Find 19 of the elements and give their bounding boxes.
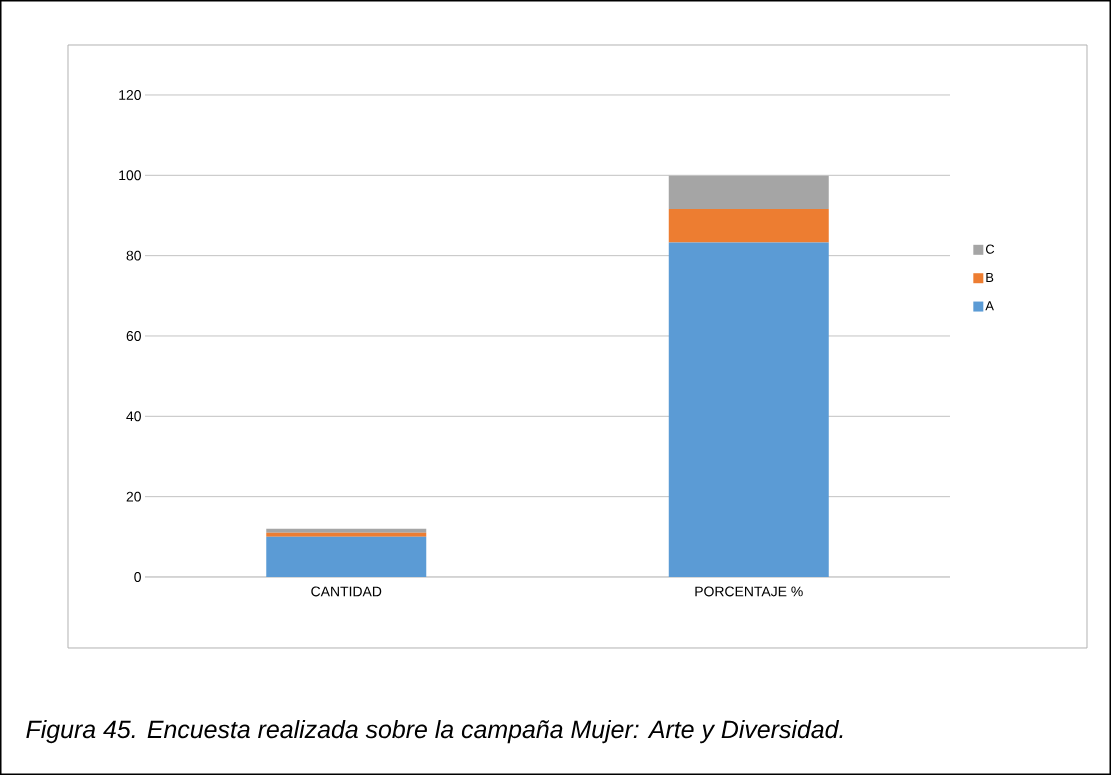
y-tick-label: 20 <box>126 491 141 502</box>
y-tick-label: 60 <box>126 331 141 341</box>
y-tick-label: 0 <box>134 572 141 582</box>
x-tick-label: PORCENTAJE % <box>695 586 803 597</box>
bar <box>266 532 427 537</box>
bar <box>668 209 829 243</box>
bar <box>668 242 829 577</box>
legend-label: B <box>986 273 994 282</box>
legend-label: C <box>985 244 995 254</box>
legend-label: A <box>985 301 994 311</box>
y-tick-label: 80 <box>126 250 141 261</box>
y-tick-label: 100 <box>119 170 141 181</box>
y-tick-label: 40 <box>126 411 141 422</box>
text: Figura 45. Encuesta realizada sobre la campaña Mujer: Arte y Diversidad. <box>26 719 843 744</box>
bar <box>668 175 829 210</box>
x-tick-label: CANTIDAD <box>311 586 382 597</box>
y-tick-label: 120 <box>119 90 141 100</box>
bar <box>266 536 427 577</box>
bar <box>266 528 427 533</box>
